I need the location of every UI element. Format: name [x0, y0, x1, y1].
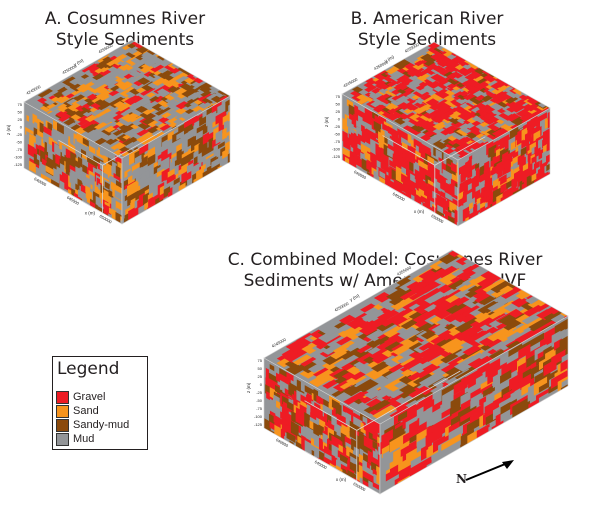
z-tick-label: -125 — [14, 162, 23, 167]
north-arrow-icon — [465, 460, 514, 481]
cross-section-outline-a — [58, 130, 162, 214]
z-tick-label: 25 — [336, 109, 341, 114]
z-tick-label: 50 — [336, 102, 341, 107]
x-tick-label: 650000 — [430, 213, 445, 224]
side-face-b — [457, 107, 551, 227]
legend-item-mud: Mud — [56, 433, 94, 446]
z-tick-label: 50 — [258, 366, 263, 371]
z-tick-label: 75 — [336, 94, 341, 99]
legend-label-sandy-mud: Sandy-mud — [73, 419, 130, 431]
x-tick-label: 645000 — [66, 195, 81, 206]
z-axis-label: z (m) — [324, 116, 329, 127]
z-tick-label: 0 — [20, 125, 23, 130]
legend-box: Legend Gravel Sand Sandy-mud Mud — [52, 356, 148, 450]
panel-a-title: A. Cosumnes River Style Sediments — [44, 9, 206, 50]
z-tick-label: -50 — [256, 398, 263, 403]
x-tick-label: 640000 — [275, 437, 290, 448]
legend-label-sand: Sand — [73, 405, 99, 417]
x-tick-label: 650000 — [99, 213, 114, 224]
z-tick-label: 50 — [18, 110, 23, 115]
z-axis-label: z (m) — [246, 382, 251, 393]
cross-section-outline-c — [304, 370, 461, 482]
x-axis-label: x (m) — [85, 211, 96, 216]
z-tick-label: -75 — [256, 406, 263, 411]
top-face-c — [263, 249, 569, 425]
z-tick-label: 0 — [338, 117, 341, 122]
legend-item-sand: Sand — [56, 405, 99, 418]
x-tick-label: 650000 — [352, 481, 367, 492]
z-tick-label: -75 — [16, 147, 23, 152]
z-tick-label: -100 — [254, 414, 263, 419]
z-tick-label: 75 — [258, 358, 263, 363]
x-tick-label: 645000 — [314, 459, 329, 470]
x-axis-label: x (m) — [336, 477, 347, 482]
sand-swatch — [56, 405, 69, 418]
legend-item-gravel: Gravel — [56, 391, 105, 404]
legend-label-mud: Mud — [73, 433, 95, 445]
z-tick-label: -25 — [334, 124, 341, 129]
x-axis-label: x (m) — [414, 209, 425, 214]
z-axis-label: z (m) — [6, 124, 11, 135]
z-tick-label: 0 — [260, 382, 263, 387]
z-tick-label: 25 — [258, 374, 263, 379]
y-axis-label: y (m) — [73, 58, 85, 67]
legend-item-sandy-mud: Sandy-mud — [56, 419, 129, 432]
z-tick-label: -125 — [332, 154, 341, 159]
north-label: N — [456, 472, 467, 486]
legend-label-gravel: Gravel — [73, 391, 106, 403]
z-tick-label: -50 — [16, 140, 23, 145]
gravel-swatch — [56, 391, 69, 404]
z-tick-label: -125 — [254, 422, 263, 427]
z-tick-label: -50 — [334, 132, 341, 137]
y-axis-label: y (m) — [384, 54, 396, 63]
cross-section-outline-b — [382, 135, 486, 214]
y-axis-label: y (m) — [349, 293, 361, 302]
top-face-a — [23, 39, 231, 159]
z-tick-label: -25 — [256, 390, 263, 395]
z-tick-label: -100 — [14, 155, 23, 160]
sandy-mud-swatch — [56, 419, 69, 432]
x-tick-label: 640000 — [353, 169, 368, 180]
z-tick-label: 75 — [18, 102, 23, 107]
z-tick-label: 25 — [18, 117, 23, 122]
x-tick-label: 640000 — [33, 176, 48, 187]
legend-title: Legend — [57, 359, 120, 379]
z-tick-label: -100 — [332, 147, 341, 152]
z-tick-label: -75 — [334, 139, 341, 144]
z-tick-label: -25 — [16, 132, 23, 137]
mud-swatch — [56, 433, 69, 446]
front-face-a — [23, 101, 123, 225]
x-tick-label: 645000 — [392, 191, 407, 202]
